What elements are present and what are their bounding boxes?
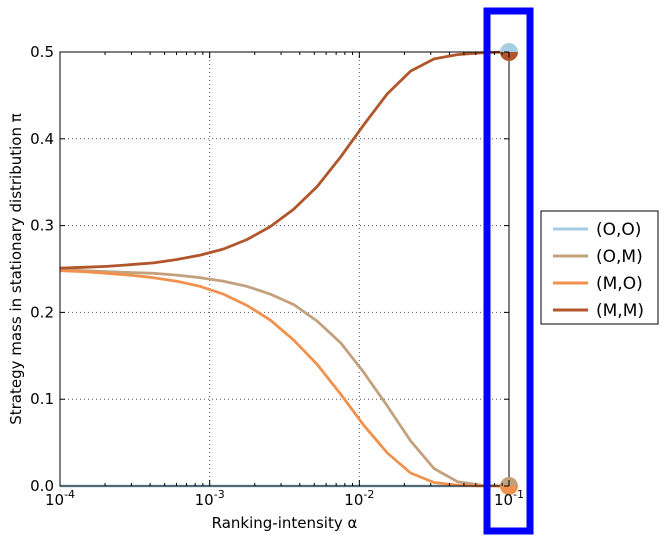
x-tick-label: 10-1 (494, 488, 524, 509)
endpoint-marker-top-half (500, 43, 518, 52)
x-tick-label: 10-4 (45, 488, 75, 509)
y-axis-label: Strategy mass in stationary distribution… (7, 113, 25, 425)
series-line (59, 268, 505, 488)
series-line (59, 50, 505, 270)
x-tick-label: 10-3 (195, 488, 225, 509)
legend-label: (O,M) (596, 247, 643, 267)
axis-ticks: 0.0 0.1 0.2 0.3 0.4 0.5 10-4 10-3 10-2 10-1 (30, 43, 524, 509)
grid (60, 52, 509, 486)
legend-label: (M,O) (596, 274, 643, 294)
series-lines (59, 50, 505, 488)
y-tick-label: 0.5 (30, 43, 54, 61)
x-tick-label: 10-2 (344, 488, 374, 509)
legend-label: (O,O) (596, 220, 641, 240)
endpoint-marker-bottom-half (500, 486, 518, 495)
y-tick-label: 0.4 (30, 130, 54, 148)
y-tick-label: 0.2 (30, 303, 54, 321)
x-axis-label: Ranking-intensity α (212, 514, 358, 532)
legend-label: (M,M) (596, 301, 644, 321)
y-tick-label: 0.0 (30, 477, 54, 495)
highlight-box (483, 7, 534, 535)
y-tick-label: 0.1 (30, 390, 54, 408)
plot-frame (59, 51, 510, 487)
legend: (O,O) (O,M) (M,O) (M,M) (540, 210, 659, 325)
series-line (59, 269, 505, 488)
y-tick-label: 0.3 (30, 217, 54, 235)
